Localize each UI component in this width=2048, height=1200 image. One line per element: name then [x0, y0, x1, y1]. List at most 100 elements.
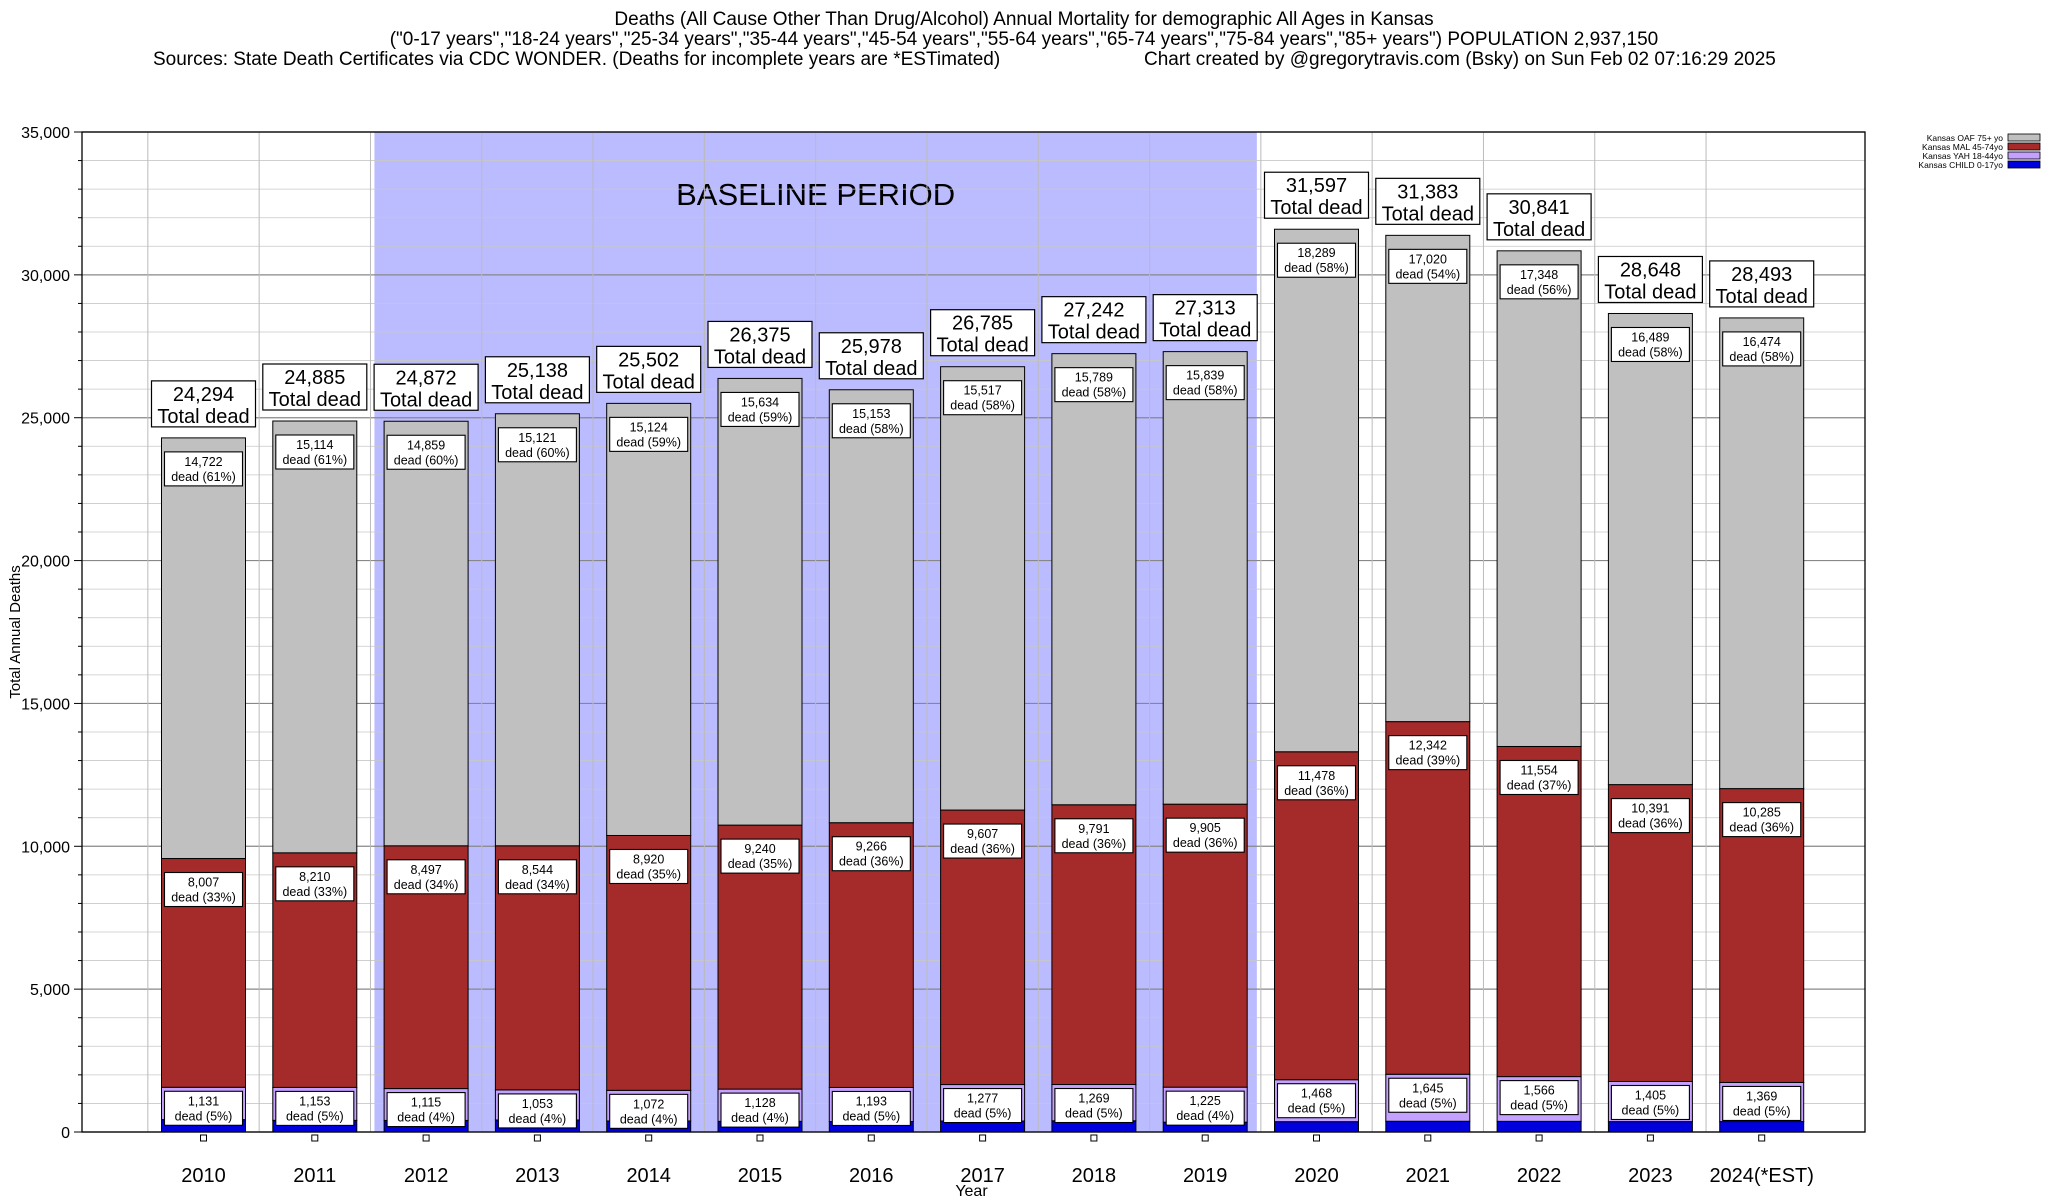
bar-segment-oaf — [717, 377, 803, 826]
x-tick-label: 2017 — [960, 1165, 1005, 1187]
mal-label-percent: dead (36%) — [1062, 837, 1127, 851]
oaf-label-percent: dead (58%) — [1284, 261, 1349, 275]
total-label-suffix: Total dead — [491, 382, 583, 404]
bar-segment-oaf — [1385, 234, 1471, 723]
bar-segment-child — [1385, 1120, 1471, 1133]
x-axis-label: Year — [955, 1183, 988, 1200]
legend-swatch — [2007, 142, 2041, 151]
total-label-value: 27,313 — [1175, 298, 1236, 320]
bar-segment-oaf — [1274, 228, 1359, 753]
mal-label-percent: dead (36%) — [950, 842, 1015, 856]
oaf-label-percent: dead (59%) — [616, 435, 681, 449]
oaf-label-value: 16,489 — [1631, 330, 1669, 344]
total-label-suffix: Total dead — [1604, 281, 1696, 303]
yah-label-percent: dead (5%) — [1288, 1102, 1346, 1116]
mal-label-percent: dead (36%) — [1618, 817, 1683, 831]
mal-label-value: 9,240 — [744, 842, 775, 856]
chart-title-block: Deaths (All Cause Other Than Drug/Alcoho… — [0, 10, 2048, 70]
oaf-label-value: 18,289 — [1297, 246, 1335, 260]
total-label-suffix: Total dead — [1382, 203, 1474, 225]
total-label-value: 26,785 — [952, 313, 1013, 335]
oaf-label-value: 15,517 — [963, 384, 1001, 398]
x-tick-label: 2024(*EST) — [1709, 1165, 1814, 1187]
x-tick-marker — [1090, 1134, 1098, 1142]
total-label-box — [373, 363, 479, 411]
yah-label-box — [1388, 1077, 1468, 1113]
oaf-label-percent: dead (56%) — [1507, 283, 1572, 297]
mal-label-box — [1276, 765, 1357, 801]
oaf-label-value: 15,114 — [296, 438, 333, 452]
x-tick-label: 2010 — [181, 1165, 226, 1187]
oaf-label-value: 15,839 — [1186, 369, 1224, 383]
oaf-label-percent: dead (61%) — [171, 470, 236, 484]
oaf-label-value: 16,474 — [1743, 335, 1781, 349]
x-tick-label: 2011 — [293, 1165, 336, 1187]
yah-label-value: 1,645 — [1412, 1081, 1443, 1095]
oaf-label-percent: dead (58%) — [1618, 345, 1683, 359]
x-tick-label: 2015 — [738, 1165, 783, 1187]
mal-label-percent: dead (34%) — [394, 878, 459, 892]
mal-label-percent: dead (39%) — [1395, 754, 1460, 768]
total-label-value: 31,597 — [1286, 175, 1347, 197]
bar-segment-mal — [1496, 745, 1582, 1078]
mal-label-value: 8,497 — [410, 863, 441, 877]
total-label-box — [1041, 296, 1147, 344]
total-label-box — [929, 309, 1036, 357]
bar-segment-oaf — [1051, 353, 1137, 806]
oaf-label-box — [1610, 326, 1690, 363]
bar-segment-oaf — [940, 366, 1026, 811]
mal-label-percent: dead (36%) — [839, 855, 904, 869]
bar-segment-oaf — [828, 389, 914, 824]
oaf-label-box — [1722, 331, 1802, 367]
yah-label-percent: dead (5%) — [842, 1109, 900, 1123]
x-tick-label: 2020 — [1294, 1165, 1339, 1187]
oaf-label-value: 15,124 — [630, 420, 668, 434]
y-tick-label: 0 — [61, 1125, 70, 1142]
mal-label-percent: dead (33%) — [282, 885, 347, 899]
oaf-label-percent: dead (60%) — [394, 453, 459, 467]
oaf-label-value: 15,153 — [852, 407, 890, 421]
yah-label-box — [1499, 1080, 1579, 1116]
oaf-label-value: 14,722 — [184, 455, 222, 469]
legend-label: Kansas YAH 18-44yo — [1923, 151, 2004, 161]
yah-label-box — [1054, 1087, 1134, 1124]
total-label-value: 28,648 — [1620, 259, 1681, 281]
yah-label-percent: dead (4%) — [731, 1111, 789, 1125]
oaf-label-box — [1499, 264, 1579, 300]
x-tick-marker — [1201, 1134, 1209, 1142]
total-label-suffix: Total dead — [825, 358, 917, 380]
legend-label: Kansas MAL 45-74yo — [1922, 142, 2003, 152]
legend-swatch — [2007, 151, 2041, 160]
total-label-value: 27,242 — [1063, 300, 1124, 322]
x-tick-label: 2021 — [1406, 1165, 1451, 1187]
x-tick-marker — [867, 1134, 875, 1142]
oaf-label-box — [831, 403, 911, 439]
oaf-label-percent: dead (59%) — [728, 410, 793, 424]
yah-label-box — [1276, 1083, 1357, 1119]
x-tick-label: 2012 — [404, 1165, 449, 1187]
bar-segment-child — [1274, 1121, 1359, 1133]
oaf-label-value: 15,121 — [518, 431, 556, 445]
total-label-suffix: Total dead — [157, 406, 249, 428]
yah-label-value: 1,369 — [1746, 1089, 1777, 1103]
oaf-label-box — [609, 416, 689, 452]
oaf-label-box — [943, 380, 1023, 416]
mal-label-box — [1499, 759, 1579, 796]
mal-label-percent: dead (36%) — [1284, 784, 1349, 798]
mal-label-box — [831, 836, 911, 872]
oaf-label-percent: dead (58%) — [839, 422, 904, 436]
mal-label-box — [1722, 802, 1802, 838]
mal-label-value: 9,905 — [1190, 821, 1221, 835]
total-label-suffix: Total dead — [380, 389, 472, 411]
oaf-label-percent: dead (61%) — [282, 453, 347, 467]
x-tick-marker — [422, 1134, 430, 1142]
mal-label-box — [1388, 735, 1468, 771]
x-tick-marker — [645, 1134, 653, 1142]
mal-label-value: 11,554 — [1520, 763, 1557, 777]
oaf-label-percent: dead (58%) — [1729, 350, 1794, 364]
total-label-value: 24,294 — [173, 384, 234, 406]
yah-label-box — [275, 1090, 355, 1126]
total-label-value: 25,502 — [618, 349, 679, 371]
yah-label-percent: dead (5%) — [954, 1107, 1012, 1121]
